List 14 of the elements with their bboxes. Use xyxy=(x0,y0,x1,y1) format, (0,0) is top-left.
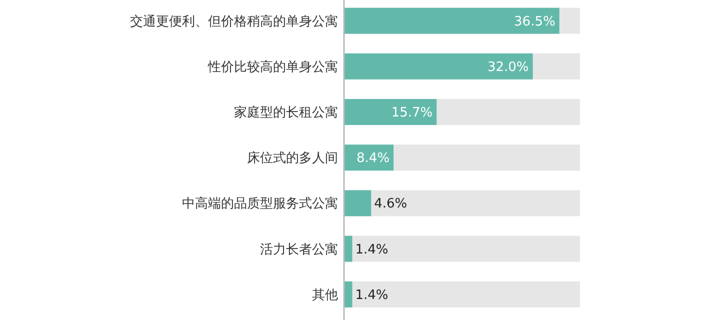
y-tick-label: 中高端的品质型服务式公寓 xyxy=(182,196,338,212)
y-tick-label: 其他 xyxy=(312,288,338,303)
data-label: 4.6% xyxy=(374,196,408,212)
data-label: 1.4% xyxy=(355,288,388,303)
data-label: 32.0% xyxy=(487,60,529,75)
data-label: 8.4% xyxy=(356,151,390,166)
y-tick-label: 活力长者公寓 xyxy=(260,241,338,258)
y-tick-label: 家庭型的长租公寓 xyxy=(234,104,338,120)
y-tick-label: 交通更便利、但价格稍高的单身公寓 xyxy=(130,13,338,30)
data-label: 15.7% xyxy=(391,106,433,120)
data-label: 36.5% xyxy=(514,14,556,30)
y-tick-label: 性价比较高的单身公寓 xyxy=(207,58,338,75)
data-label: 1.4% xyxy=(355,242,388,258)
y-tick-label: 床位式的多人间 xyxy=(247,151,338,166)
